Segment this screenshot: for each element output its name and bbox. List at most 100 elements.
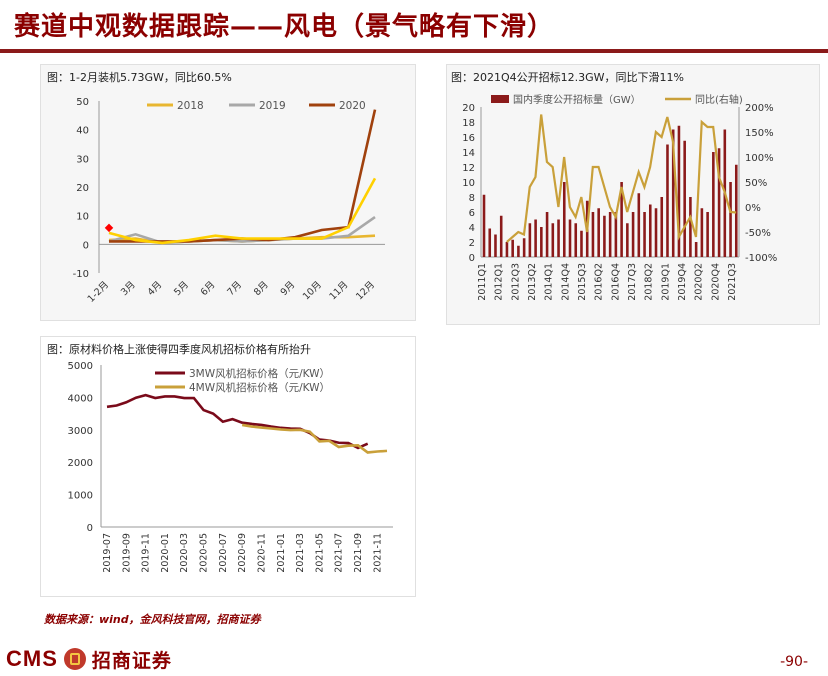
bar: [545, 212, 549, 257]
x-tick-label: 2020-03: [179, 533, 190, 573]
bar: [734, 164, 738, 257]
chart3-title: 图：原材料价格上涨使得四季度风机招标价格有所抬升: [47, 343, 311, 356]
bar: [712, 152, 715, 257]
y-tick-label: 10: [462, 178, 475, 189]
x-tick-label: 5月: [172, 279, 191, 298]
bar: [729, 182, 732, 257]
x-tick-label: 2015Q3: [577, 263, 588, 301]
bar: [666, 144, 669, 257]
y2-tick-label: 150%: [745, 128, 774, 139]
bar: [717, 148, 721, 257]
title-divider: [0, 49, 828, 53]
y-tick-label: 4: [469, 223, 475, 234]
x-tick-label: 2021-05: [314, 533, 325, 573]
bar: [671, 129, 675, 257]
x-tick-label: 2012Q1: [494, 263, 505, 301]
chart1-title: 图：1-2月装机5.73GW，同比60.5%: [47, 71, 232, 84]
x-tick-label: 2021-07: [334, 533, 345, 573]
x-tick-label: 2019Q1: [660, 263, 671, 301]
bar: [494, 234, 497, 257]
y2-tick-label: -100%: [745, 253, 777, 264]
bar: [580, 230, 583, 257]
bar: [562, 182, 566, 257]
legend-label-2020: 2020: [339, 100, 366, 112]
series-line-2021: [108, 177, 377, 245]
y-tick-label: 4000: [68, 393, 93, 404]
y-tick-label: 8: [469, 193, 475, 204]
x-tick-label: 2020-05: [199, 533, 210, 573]
page-number: -90-: [780, 654, 808, 670]
series-line-2020: [109, 109, 377, 243]
x-tick-label: 2019Q4: [677, 263, 688, 301]
y-tick-label: 16: [462, 133, 475, 144]
y-tick-label: 40: [76, 126, 89, 137]
legend-label-2019: 2019: [259, 100, 286, 112]
x-tick-label: 2016Q4: [610, 263, 621, 301]
y-tick-label: 30: [76, 154, 89, 165]
chart1-svg: -10 0 10 20 30 40 50 1-2月 3月 4月 5月 6月 7月 8月 9月 10月 11月 12…: [73, 97, 385, 305]
bar: [528, 223, 532, 257]
x-tick-label: 2019-07: [102, 533, 113, 573]
y-tick-label: 20: [462, 103, 475, 114]
bar: [660, 197, 664, 257]
y-tick-label: 12: [462, 163, 475, 174]
y-tick-label: 5000: [68, 361, 93, 372]
bar: [591, 212, 595, 257]
yoy-line: [506, 114, 737, 243]
series-line-4MW: [241, 423, 388, 454]
y2-tick-label: 200%: [745, 103, 774, 114]
bar: [626, 223, 629, 257]
bar: [557, 219, 560, 257]
bar: [534, 219, 537, 257]
legend-label-2018: 2018: [177, 100, 204, 112]
x-tick-label: 2021-11: [372, 533, 383, 573]
series-line-2019: [108, 216, 376, 245]
x-tick-label: 2016Q2: [594, 263, 605, 301]
y-tick-label: 2000: [68, 458, 93, 469]
x-tick-label: 2014Q4: [560, 263, 571, 301]
bar: [574, 223, 578, 257]
x-tick-label: 2011Q1: [477, 263, 488, 301]
x-tick-label: 2019-11: [141, 533, 152, 573]
chart2-title: 图：2021Q4公开招标12.3GW，同比下滑11%: [451, 71, 684, 84]
bar: [603, 215, 606, 257]
x-tick-label: 2021Q3: [727, 263, 738, 301]
bar: [648, 204, 652, 257]
y-tick-label: 6: [469, 208, 475, 219]
x-tick-label: 6月: [199, 279, 218, 298]
bar: [706, 212, 709, 257]
bar: [631, 212, 635, 257]
chart3-svg: 0 1000 2000 3000 4000 5000 2019-07 2019-09 2019-…: [68, 361, 393, 573]
x-tick-label: 7月: [225, 279, 244, 298]
bar: [551, 223, 555, 257]
x-tick-label: 8月: [252, 279, 271, 298]
y-tick-label: 20: [76, 183, 89, 194]
x-tick-label: 2020-01: [160, 533, 171, 573]
bar: [568, 219, 572, 257]
y-tick-label: 1000: [68, 491, 93, 502]
bar: [654, 208, 658, 257]
bar: [694, 242, 698, 257]
y-tick-label: 2: [469, 238, 475, 249]
x-tick-label: 2020-09: [237, 533, 248, 573]
x-tick-label: 1-2月: [86, 279, 111, 304]
bar: [614, 212, 618, 257]
bar: [643, 212, 646, 257]
bar: [517, 245, 520, 257]
brand-logo: CMS 招商证券: [6, 644, 172, 674]
legend-label-bar: 国内季度公开招标量（GW）: [513, 93, 641, 106]
y-tick-label: 50: [76, 97, 89, 108]
bar: [488, 228, 492, 257]
x-tick-label: 2020Q4: [710, 263, 721, 301]
legend-swatch-bar: [491, 95, 509, 103]
legend-label-3MW: 3MW风机招标价格（元/KW）: [189, 367, 330, 380]
x-tick-label: 2020Q2: [694, 263, 705, 301]
x-tick-label: 11月: [327, 279, 350, 302]
y2-tick-label: 0%: [745, 203, 761, 214]
chart-panel-bidding: 图：2021Q4公开招标12.3GW，同比下滑11% 0 2 4 6 8 10 12 14 16…: [446, 64, 820, 325]
x-tick-label: 2017Q3: [627, 263, 638, 301]
y2-tick-label: 100%: [745, 153, 774, 164]
x-tick-label: 10月: [301, 279, 324, 302]
x-tick-label: 2021-03: [295, 533, 306, 573]
chart-panel-price: 图：原材料价格上涨使得四季度风机招标价格有所抬升 0 1000 2000 3000 40…: [40, 336, 416, 597]
